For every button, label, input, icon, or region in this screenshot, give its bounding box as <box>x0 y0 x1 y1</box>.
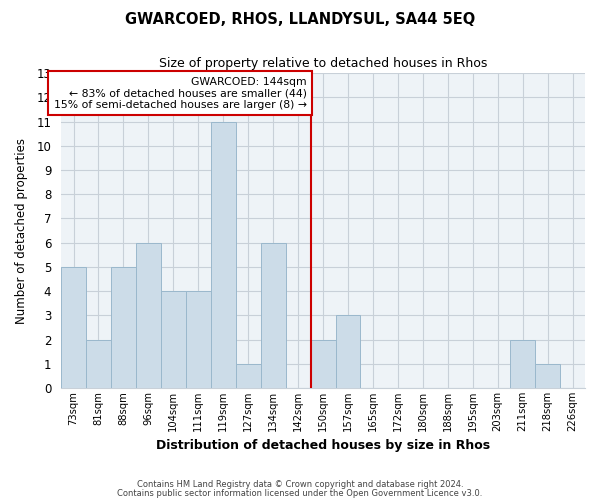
Bar <box>260 242 286 388</box>
Bar <box>311 340 335 388</box>
Bar <box>510 340 535 388</box>
Text: GWARCOED: 144sqm
← 83% of detached houses are smaller (44)
15% of semi-detached : GWARCOED: 144sqm ← 83% of detached house… <box>54 76 307 110</box>
Text: GWARCOED, RHOS, LLANDYSUL, SA44 5EQ: GWARCOED, RHOS, LLANDYSUL, SA44 5EQ <box>125 12 475 28</box>
Bar <box>61 267 86 388</box>
Text: Contains public sector information licensed under the Open Government Licence v3: Contains public sector information licen… <box>118 490 482 498</box>
Title: Size of property relative to detached houses in Rhos: Size of property relative to detached ho… <box>159 58 487 70</box>
Bar <box>186 291 211 388</box>
Bar <box>136 242 161 388</box>
Bar <box>161 291 186 388</box>
Bar <box>111 267 136 388</box>
Bar <box>211 122 236 388</box>
Y-axis label: Number of detached properties: Number of detached properties <box>15 138 28 324</box>
Bar <box>335 316 361 388</box>
Text: Contains HM Land Registry data © Crown copyright and database right 2024.: Contains HM Land Registry data © Crown c… <box>137 480 463 489</box>
X-axis label: Distribution of detached houses by size in Rhos: Distribution of detached houses by size … <box>156 440 490 452</box>
Bar <box>86 340 111 388</box>
Bar <box>236 364 260 388</box>
Bar <box>535 364 560 388</box>
